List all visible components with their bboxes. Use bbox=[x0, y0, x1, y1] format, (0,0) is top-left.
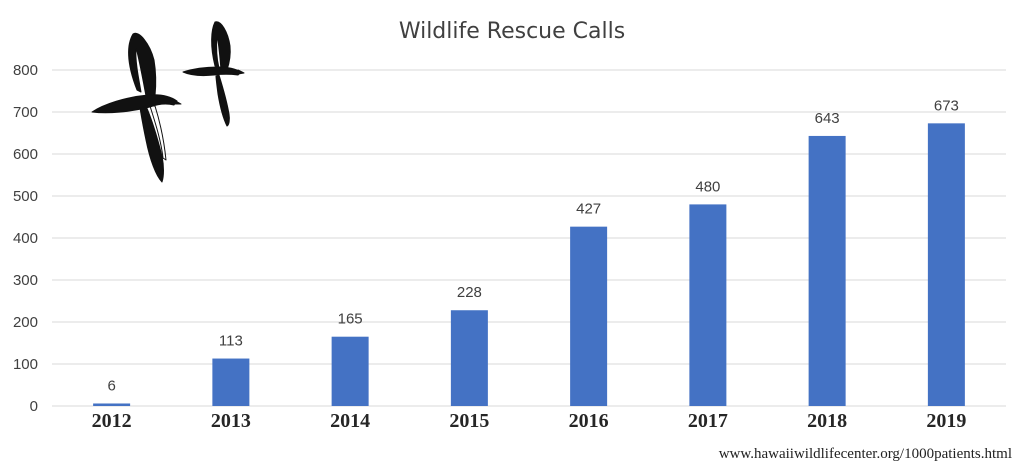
bar bbox=[331, 336, 369, 406]
data-labels: 6 113 165 228 427 480 643 673 bbox=[107, 97, 958, 394]
x-tick-label: 2012 bbox=[92, 410, 132, 432]
x-tick-label: 2014 bbox=[330, 410, 370, 432]
y-tick-label: 800 bbox=[13, 62, 38, 79]
bar bbox=[927, 123, 965, 406]
small-bird-icon bbox=[182, 21, 245, 127]
x-axis-ticks: 2012 2013 2014 2015 2016 2017 2018 2019 bbox=[92, 410, 967, 432]
x-tick-label: 2019 bbox=[926, 410, 966, 432]
bar bbox=[212, 358, 250, 406]
x-tick-label: 2016 bbox=[569, 410, 609, 432]
data-label: 427 bbox=[576, 201, 601, 218]
y-tick-label: 300 bbox=[13, 272, 38, 289]
y-tick-label: 400 bbox=[13, 230, 38, 247]
seabirds-icon bbox=[91, 21, 245, 183]
chart-title: Wildlife Rescue Calls bbox=[399, 19, 625, 44]
source-url: www.hawaiiwildlifecenter.org/1000patient… bbox=[719, 446, 1012, 462]
y-axis-ticks: 0 100 200 300 400 500 600 700 800 bbox=[13, 62, 38, 415]
y-tick-label: 200 bbox=[13, 314, 38, 331]
data-label: 643 bbox=[815, 110, 840, 127]
y-tick-label: 500 bbox=[13, 188, 38, 205]
y-tick-label: 0 bbox=[30, 398, 38, 415]
x-tick-label: 2013 bbox=[211, 410, 251, 432]
x-tick-label: 2015 bbox=[449, 410, 489, 432]
data-label: 480 bbox=[695, 178, 720, 195]
x-tick-label: 2018 bbox=[807, 410, 847, 432]
y-tick-label: 600 bbox=[13, 146, 38, 163]
data-label: 6 bbox=[107, 377, 115, 394]
bars bbox=[93, 123, 965, 406]
x-tick-label: 2017 bbox=[688, 410, 728, 432]
data-label: 228 bbox=[457, 284, 482, 301]
bar bbox=[689, 204, 727, 406]
bar bbox=[808, 135, 846, 406]
large-bird-icon bbox=[91, 32, 182, 183]
bar bbox=[93, 403, 131, 406]
data-label: 165 bbox=[338, 311, 363, 328]
data-label: 673 bbox=[934, 97, 959, 114]
gridlines bbox=[52, 69, 1006, 407]
y-tick-label: 700 bbox=[13, 104, 38, 121]
data-label: 113 bbox=[219, 333, 243, 350]
bar bbox=[450, 310, 488, 406]
y-tick-label: 100 bbox=[13, 356, 38, 373]
bar bbox=[570, 226, 608, 406]
